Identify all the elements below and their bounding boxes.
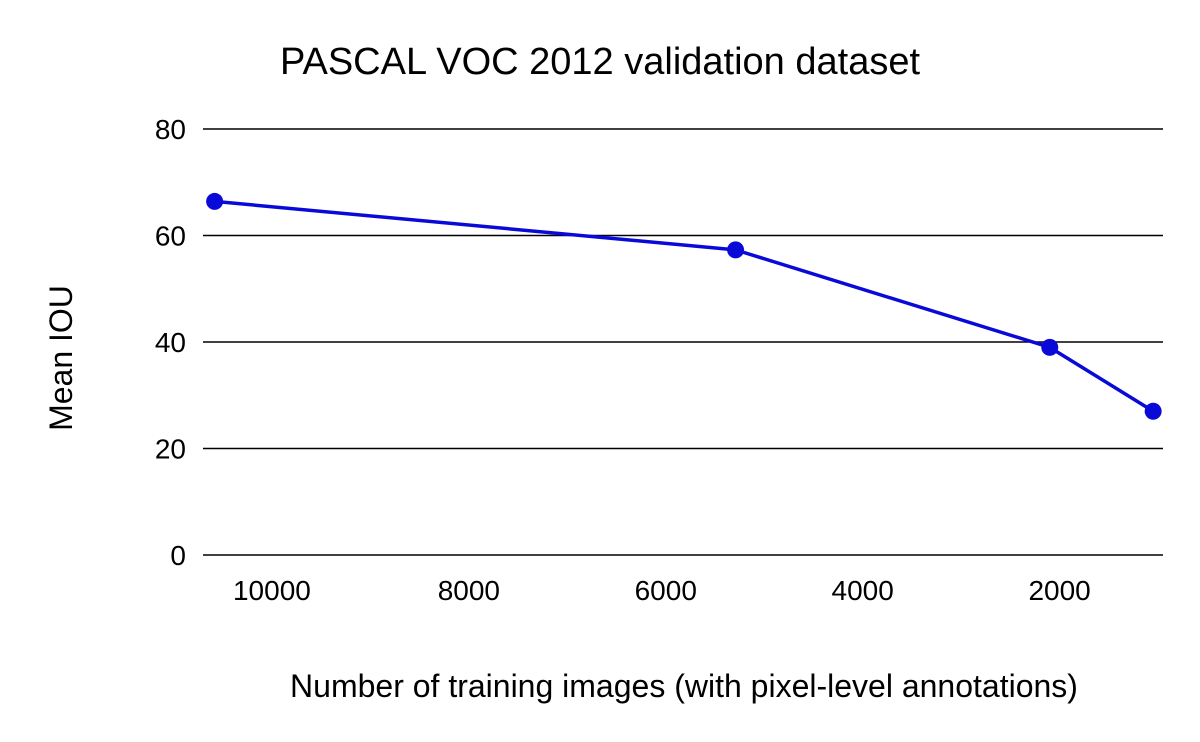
series-line-0 [214,199,1155,413]
y-tick-label: 40 [155,327,186,358]
y-tick-label: 0 [170,540,186,571]
series-layer [206,192,1162,420]
data-point-3[interactable] [1144,402,1162,420]
chart-title: PASCAL VOC 2012 validation dataset [280,41,920,83]
x-tick-label: 8000 [438,575,500,606]
data-point-0[interactable] [206,192,224,210]
y-axis-title: Mean IOU [43,285,79,431]
x-tick-label: 2000 [1028,575,1090,606]
x-tick-label: 6000 [635,575,697,606]
gridlines [203,128,1163,556]
y-tick-label: 60 [155,221,186,252]
y-tick-label: 80 [155,114,186,145]
data-point-2[interactable] [1041,338,1059,356]
y-axis-tick-labels: 0 20 40 60 80 [155,114,186,571]
x-tick-label: 10000 [233,575,311,606]
x-axis-tick-labels: 10000 8000 6000 4000 2000 [233,575,1091,606]
x-tick-label: 4000 [832,575,894,606]
data-point-1[interactable] [727,241,745,259]
x-axis-title: Number of training images (with pixel-le… [290,668,1078,704]
y-tick-label: 20 [155,434,186,465]
